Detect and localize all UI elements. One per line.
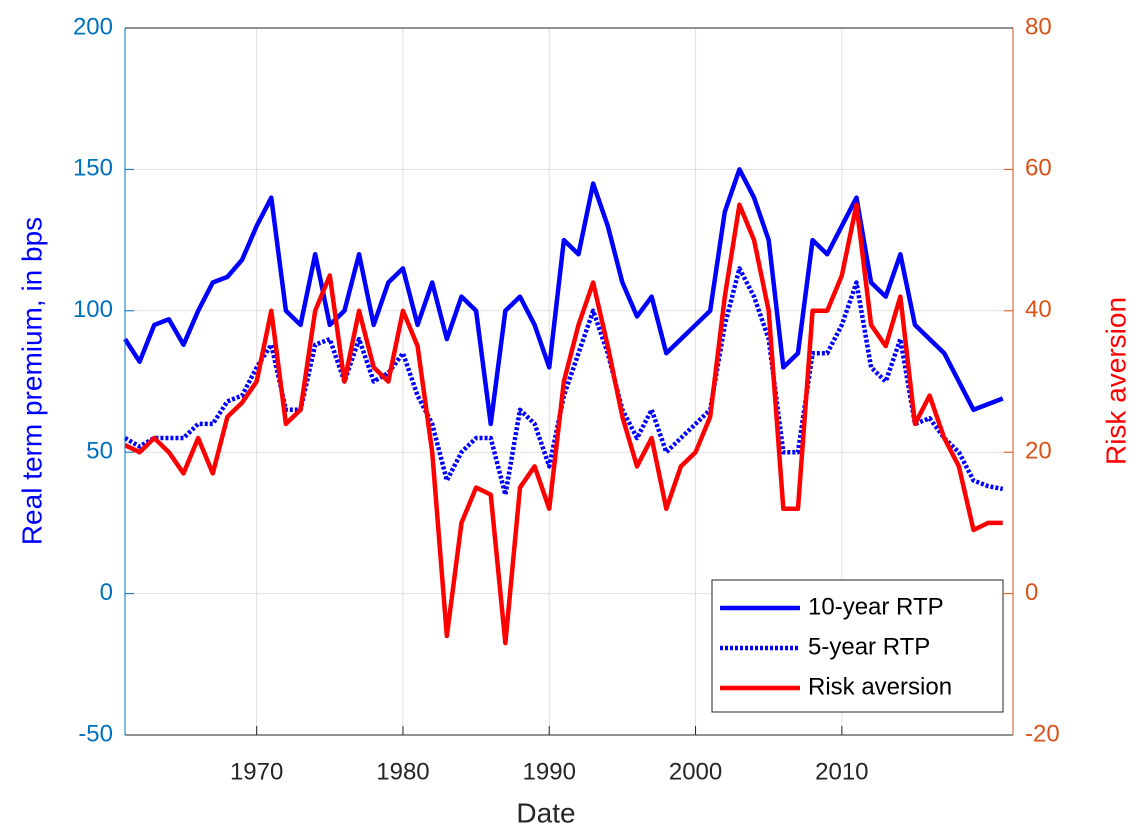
- x-tick-label: 2000: [669, 758, 722, 785]
- legend: 10-year RTP 5-year RTP Risk aversion: [711, 579, 1004, 713]
- y2-tick-label: -20: [1025, 720, 1060, 747]
- x-tick-label: 1990: [523, 758, 576, 785]
- x-axis-label: Date: [516, 797, 575, 828]
- series-line: [123, 266, 1004, 497]
- y-tick-label: 50: [86, 438, 113, 465]
- y-tick-label: 100: [73, 296, 113, 323]
- legend-label: 10-year RTP: [808, 593, 944, 620]
- x-tick-label: 1970: [230, 758, 283, 785]
- series-line: [123, 167, 1004, 427]
- y-tick-label: -50: [78, 720, 113, 747]
- legend-label: Risk aversion: [808, 673, 952, 700]
- y-axis-label: Real term premium, in bps: [16, 217, 47, 545]
- y-tick-label: 0: [100, 579, 113, 606]
- y2-tick-label: 40: [1025, 296, 1052, 323]
- plot-lines: [123, 167, 1004, 646]
- x-tick-label: 1980: [376, 758, 429, 785]
- y2-tick-label: 80: [1025, 13, 1052, 40]
- axes: 1970 1980 1990 2000 2010 -50 0 50 100 150 200 -20 0 2…: [73, 13, 1060, 785]
- y2-axis-label: Risk aversion: [1100, 297, 1131, 465]
- series-line: [124, 202, 1003, 646]
- y-tick-label: 200: [73, 13, 113, 40]
- y-tick-label: 150: [73, 155, 113, 182]
- y2-tick-label: 0: [1025, 579, 1038, 606]
- y2-tick-label: 60: [1025, 155, 1052, 182]
- y2-tick-label: 20: [1025, 438, 1052, 465]
- legend-label: 5-year RTP: [808, 633, 930, 660]
- x-tick-label: 2010: [815, 758, 868, 785]
